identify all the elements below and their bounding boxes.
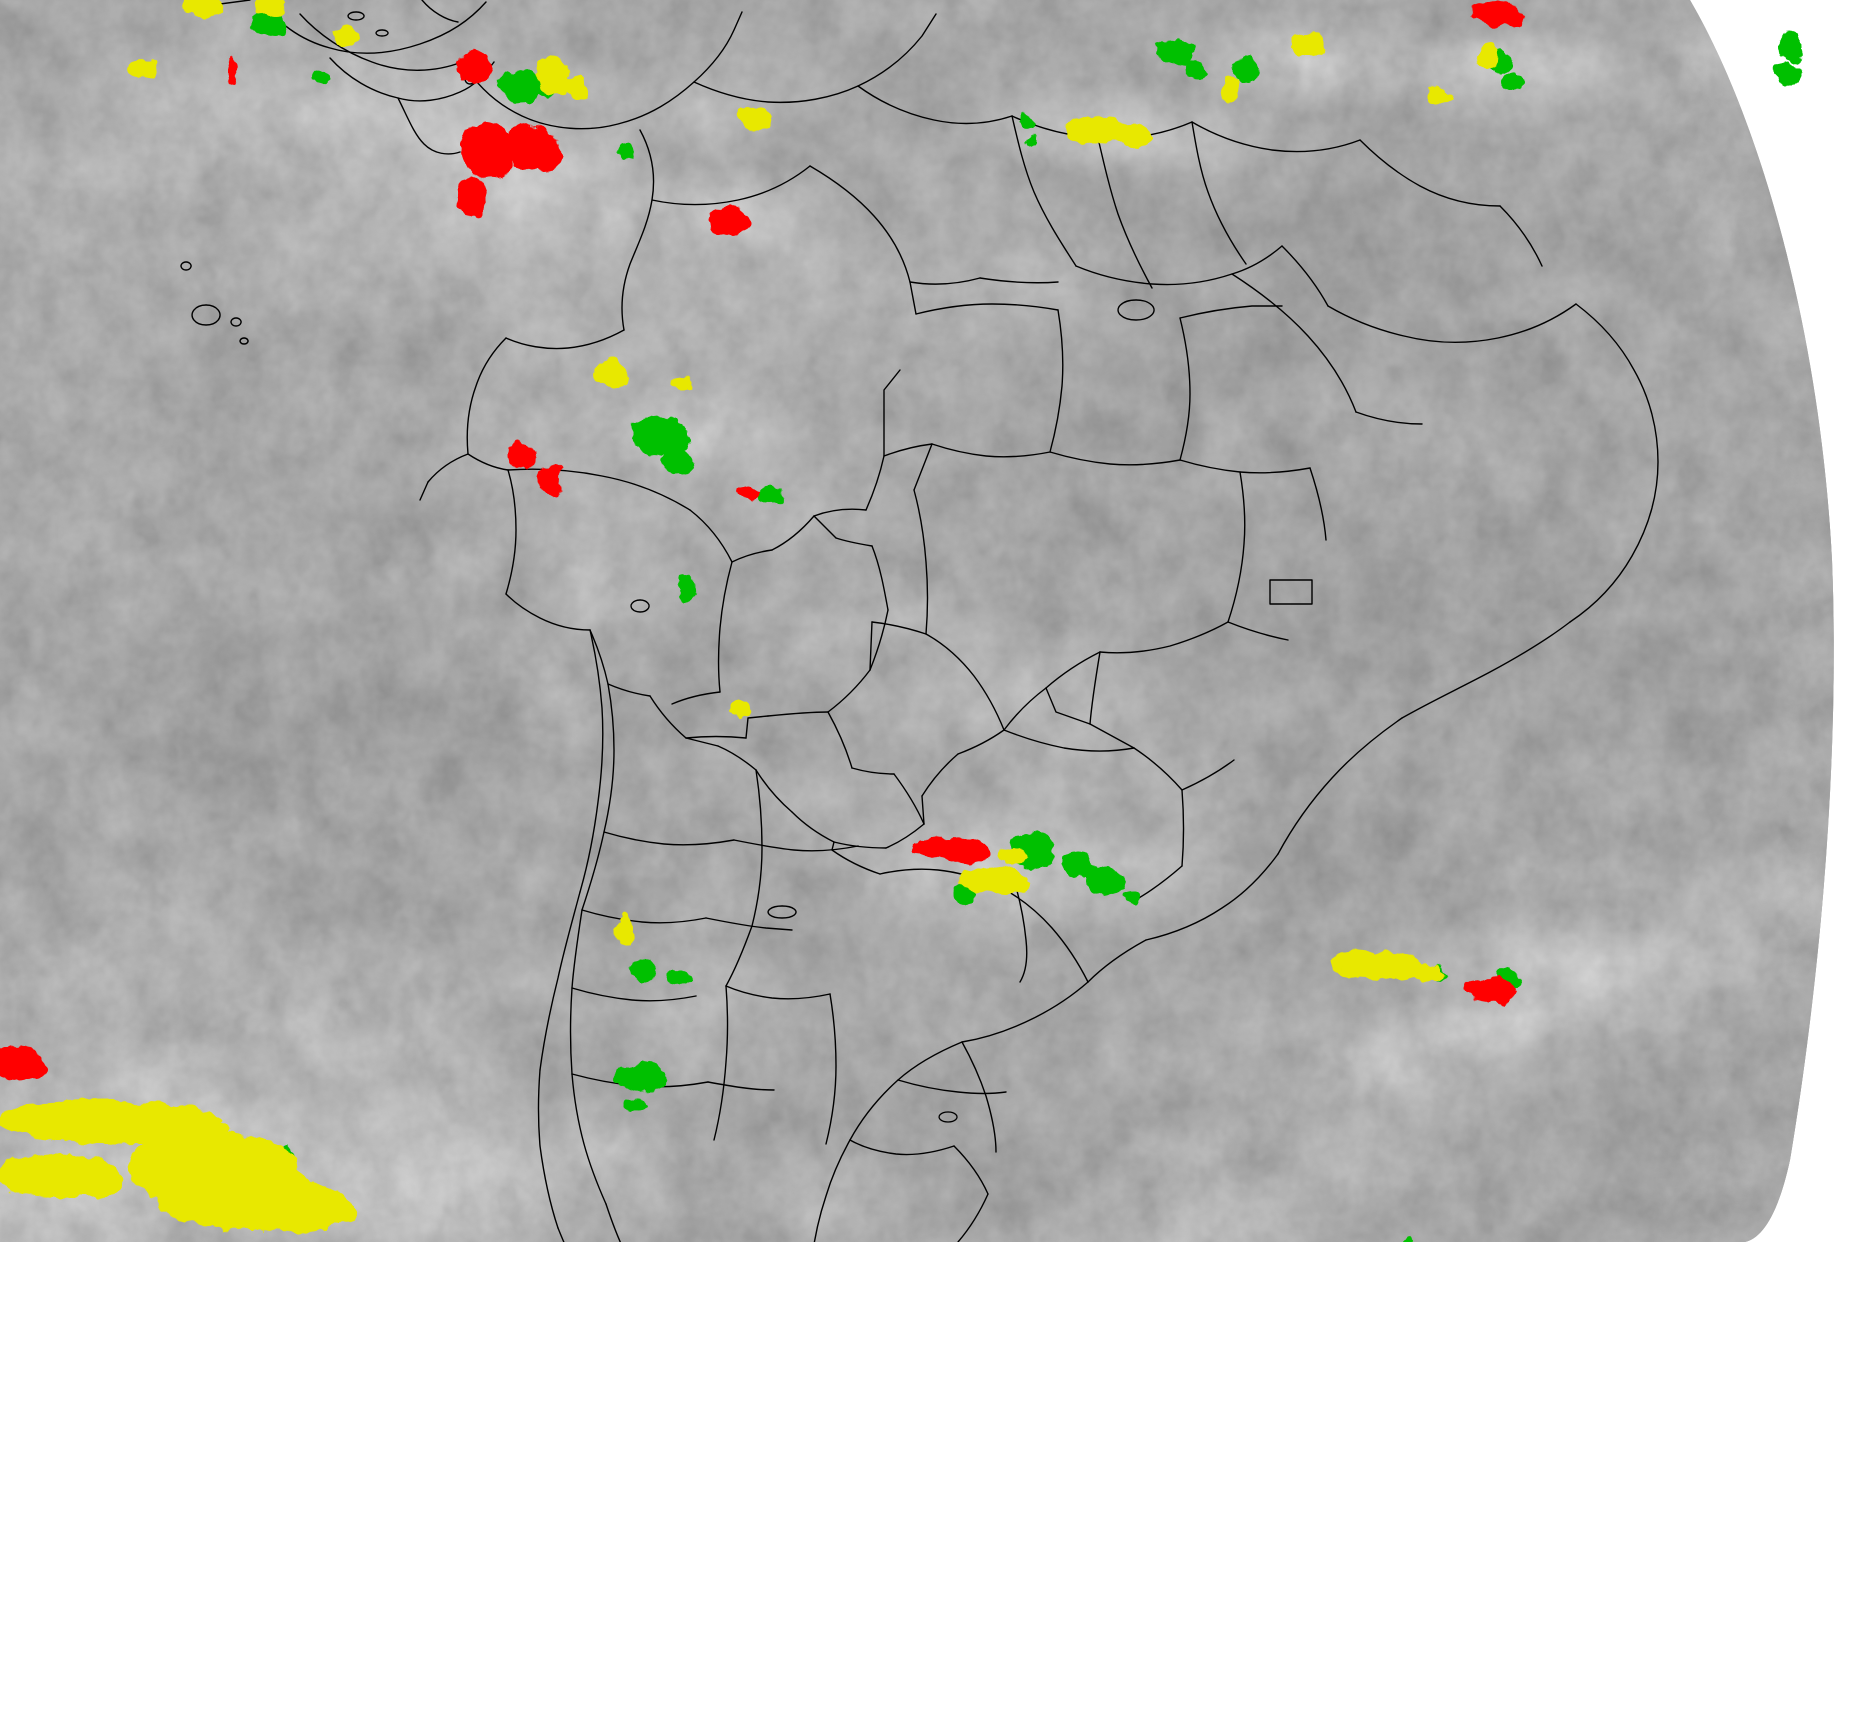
no-data-region-bottom [0, 1242, 1870, 1714]
